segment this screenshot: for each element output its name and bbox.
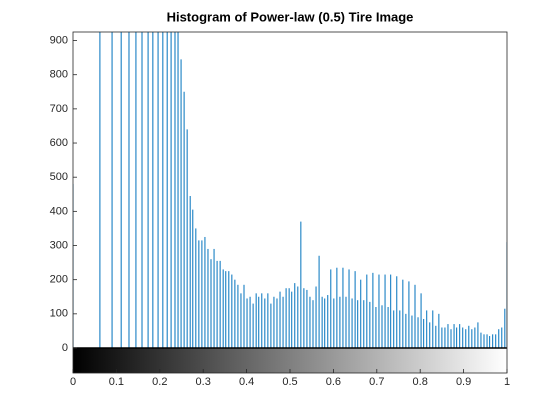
y-tick-label: 900 bbox=[50, 34, 68, 46]
chart-title: Histogram of Power-law (0.5) Tire Image bbox=[167, 9, 414, 24]
y-tick-label: 200 bbox=[50, 274, 68, 286]
x-tick-label: 0 bbox=[70, 376, 76, 388]
stems bbox=[73, 32, 507, 348]
plot-area bbox=[73, 32, 507, 373]
x-tick-label: 0.3 bbox=[196, 376, 211, 388]
y-tick-label: 500 bbox=[50, 171, 68, 183]
y-tick-label: 100 bbox=[50, 308, 68, 320]
y-tick-label: 800 bbox=[50, 69, 68, 81]
x-tick-label: 0.7 bbox=[369, 376, 384, 388]
x-tick-label: 0.8 bbox=[413, 376, 428, 388]
y-tick-label: 0 bbox=[62, 342, 68, 354]
x-tick-label: 1 bbox=[504, 376, 510, 388]
x-tick-label: 0.2 bbox=[152, 376, 167, 388]
x-tick-label: 0.5 bbox=[282, 376, 297, 388]
y-tick-label: 700 bbox=[50, 103, 68, 115]
x-tick-label: 0.6 bbox=[326, 376, 341, 388]
colorbar bbox=[73, 348, 507, 373]
y-tick-label: 400 bbox=[50, 205, 68, 217]
y-tick-label: 300 bbox=[50, 239, 68, 251]
x-tick-label: 0.1 bbox=[109, 376, 124, 388]
x-tick-label: 0.9 bbox=[456, 376, 471, 388]
y-tick-label: 600 bbox=[50, 137, 68, 149]
x-tick-label: 0.4 bbox=[239, 376, 254, 388]
